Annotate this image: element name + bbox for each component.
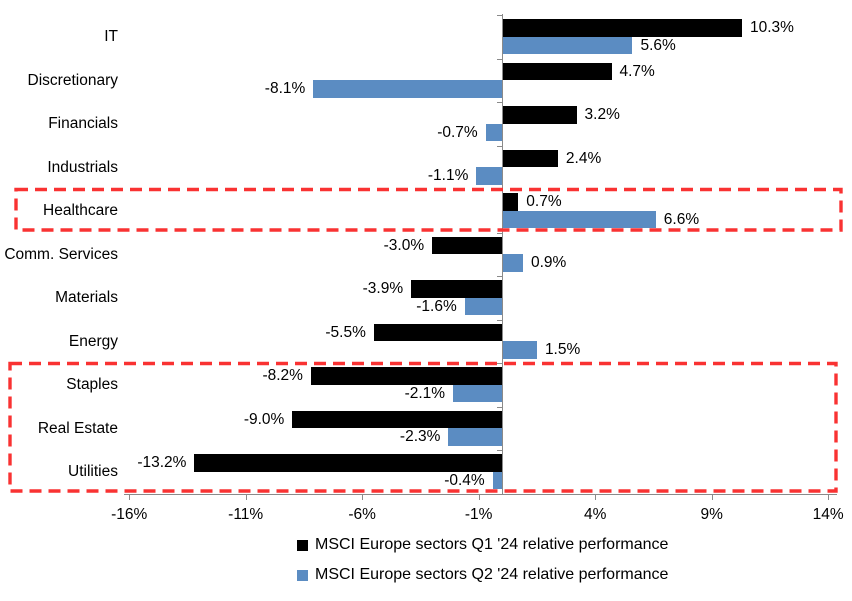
value-label: 0.9%	[530, 254, 567, 272]
highlight-box	[14, 187, 843, 232]
value-label: 2.4%	[565, 149, 602, 167]
y-axis-tick	[496, 145, 502, 147]
q2-bar	[313, 80, 502, 98]
value-label: 5.6%	[640, 36, 676, 54]
value-label: -13.2%	[137, 454, 187, 472]
q1-bar	[502, 62, 612, 81]
value-label: -1.6%	[416, 297, 457, 315]
q1-bar	[373, 323, 502, 342]
category-label: Real Estate	[37, 419, 118, 437]
value-label: -0.4%	[444, 471, 485, 489]
q1-bar	[411, 280, 502, 298]
y-axis-tick	[496, 363, 502, 365]
category-label: Healthcare	[43, 202, 118, 219]
q2-bar	[476, 167, 502, 185]
q1-bar	[432, 236, 502, 255]
category-label: Industrials	[47, 158, 118, 176]
value-label: -3.0%	[383, 236, 425, 254]
q2-series-label: MSCI Europe sectors Q2 '24 relative perf…	[315, 566, 669, 583]
value-label: -5.5%	[325, 323, 366, 341]
value-label: -2.1%	[404, 384, 446, 402]
q2-bar	[464, 297, 502, 316]
legend-item-q2: MSCI Europe sectors Q2 '24 relative perf…	[297, 566, 668, 584]
category-label: Financials	[48, 115, 118, 132]
value-label: 10.3%	[749, 19, 794, 37]
x-axis-tick-label: -11%	[228, 506, 264, 523]
y-axis-tick	[496, 189, 502, 191]
q2-bar	[453, 384, 502, 403]
value-label: -8.1%	[264, 80, 306, 98]
value-label: -1.1%	[427, 167, 469, 185]
value-label: -8.2%	[262, 367, 303, 385]
x-axis-tick	[595, 493, 597, 500]
q2-bar	[502, 341, 537, 359]
y-axis-tick	[496, 232, 502, 234]
value-label: -0.7%	[437, 123, 478, 141]
value-label: -2.3%	[399, 428, 441, 446]
q1-series-label: MSCI Europe sectors Q1 '24 relative perf…	[315, 536, 669, 553]
x-axis-tick	[478, 493, 480, 500]
x-axis-tick-label: 4%	[583, 506, 607, 523]
y-axis-line	[502, 14, 504, 494]
x-axis-tick	[362, 493, 364, 500]
category-label: Comm. Services	[4, 245, 118, 263]
category-label: IT	[104, 28, 118, 45]
y-axis-tick	[496, 15, 502, 17]
category-label: Staples	[66, 376, 118, 393]
value-label: 1.5%	[544, 341, 581, 359]
x-axis-tick-label: -6%	[348, 506, 376, 523]
q1-bar	[502, 149, 558, 168]
q1-series-swatch	[297, 539, 308, 551]
value-label: -3.9%	[362, 280, 404, 298]
q2-bar	[502, 210, 656, 229]
value-label: 6.6%	[663, 210, 700, 228]
value-label: 0.7%	[526, 193, 562, 211]
q1-bar	[292, 410, 502, 429]
category-label: Materials	[55, 289, 118, 306]
category-label: Energy	[68, 332, 118, 350]
x-axis-tick	[245, 493, 247, 500]
category-label: Discretionary	[27, 71, 118, 89]
y-axis-tick	[496, 406, 502, 408]
y-axis-tick	[496, 276, 502, 278]
q2-bar	[492, 471, 502, 490]
x-axis-line	[124, 493, 837, 495]
y-axis-tick	[496, 450, 502, 452]
x-axis-tick-label: -16%	[111, 506, 148, 523]
x-axis-tick-label: -1%	[464, 506, 493, 523]
q1-bar	[502, 193, 519, 211]
q2-series-swatch	[297, 569, 308, 581]
x-axis-tick	[828, 493, 830, 500]
x-axis-tick	[711, 493, 713, 500]
q2-bar	[502, 36, 633, 55]
x-axis-tick	[129, 493, 131, 500]
legend-item-q1: MSCI Europe sectors Q1 '24 relative perf…	[297, 536, 668, 554]
q2-bar	[502, 254, 523, 272]
y-axis-tick	[496, 319, 502, 321]
category-label: Utilities	[68, 463, 118, 480]
value-label: 3.2%	[584, 106, 620, 124]
q1-bar	[194, 454, 502, 472]
x-axis-tick-label: 14%	[812, 506, 844, 523]
x-axis-tick-label: 9%	[700, 506, 723, 523]
value-label: -9.0%	[243, 410, 285, 428]
q1-bar	[310, 367, 502, 385]
q1-bar	[502, 19, 742, 37]
y-axis-tick	[496, 102, 502, 104]
q2-bar	[485, 123, 502, 142]
value-label: 4.7%	[619, 62, 655, 80]
q2-bar	[448, 428, 502, 446]
y-axis-tick	[496, 58, 502, 60]
q1-bar	[502, 106, 577, 124]
